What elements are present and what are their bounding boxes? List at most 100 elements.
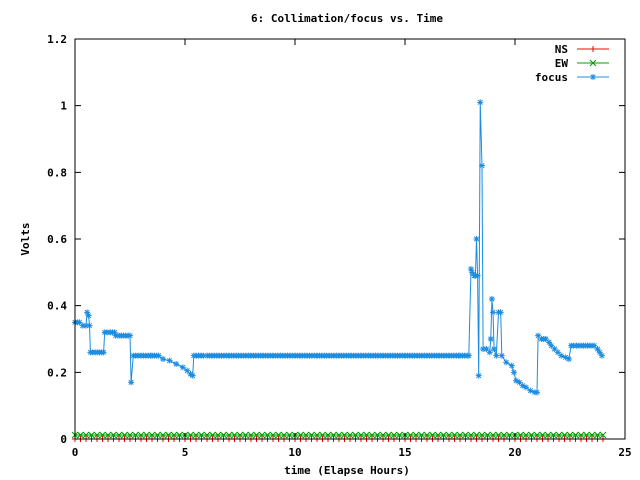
legend-marker-ns: [590, 46, 596, 52]
data-point-ew-84: [533, 431, 541, 439]
data-point-ew-23: [198, 431, 205, 439]
data-point-focus-177: [493, 352, 500, 359]
data-point-focus-165: [473, 236, 480, 242]
legend-label-ew: EW: [555, 57, 569, 70]
data-point-focus-198: [554, 349, 561, 356]
data-point-ew-72: [467, 431, 475, 439]
data-point-ew-92: [577, 431, 585, 439]
data-point-ew-2: [82, 431, 90, 439]
x-tick-label-1: 5: [182, 446, 189, 459]
data-point-focus-19: [111, 329, 118, 336]
data-point-ew-33: [253, 431, 260, 439]
data-point-focus-42: [173, 361, 180, 367]
data-point-focus-190: [534, 389, 540, 396]
data-point-ew-35: [264, 431, 271, 439]
data-point-ew-1: [77, 431, 84, 439]
data-point-focus-160: [465, 352, 472, 359]
data-point-ew-12: [137, 431, 145, 439]
data-point-ew-32: [247, 431, 255, 439]
data-point-focus-197: [551, 346, 558, 352]
data-point-focus-194: [542, 336, 549, 342]
data-point-focus-188: [527, 387, 534, 394]
data-point-focus-2: [76, 319, 83, 326]
data-point-ew-85: [539, 431, 546, 439]
data-point-ew-53: [363, 431, 370, 439]
data-point-focus-51: [200, 352, 207, 359]
data-point-ew-82: [522, 431, 530, 439]
data-point-ew-75: [484, 431, 491, 439]
data-point-focus-161: [468, 266, 474, 272]
data-point-ew-36: [269, 431, 277, 439]
data-point-focus-162: [469, 269, 476, 276]
data-point-focus-166: [474, 272, 481, 279]
data-point-ew-22: [192, 431, 200, 439]
data-point-ew-43: [308, 431, 315, 439]
data-point-ew-50: [346, 431, 354, 439]
data-point-ew-45: [319, 431, 326, 439]
data-point-ew-25: [209, 431, 216, 439]
data-point-focus-170: [480, 346, 487, 352]
data-point-ew-79: [506, 431, 513, 439]
data-point-ew-11: [132, 431, 139, 439]
x-tick-label-5: 25: [618, 446, 631, 459]
data-point-ew-65: [429, 431, 436, 439]
data-point-ew-54: [368, 431, 376, 439]
data-point-focus-176: [491, 346, 498, 352]
data-point-ew-4: [93, 431, 101, 439]
data-point-ew-86: [544, 431, 552, 439]
data-point-ew-31: [242, 431, 249, 439]
data-point-focus-6: [85, 312, 92, 319]
data-point-focus-215: [598, 352, 605, 359]
data-point-focus-41: [166, 357, 173, 364]
data-point-ew-93: [583, 431, 590, 439]
data-point-ew-91: [572, 431, 579, 439]
data-point-focus-214: [596, 349, 603, 356]
data-point-ew-73: [473, 431, 480, 439]
data-point-focus-173: [487, 336, 494, 342]
data-point-focus-195: [546, 339, 553, 346]
data-point-focus-180: [498, 352, 505, 359]
data-point-ew-27: [220, 431, 227, 439]
data-point-ew-96: [599, 431, 607, 439]
data-point-focus-46: [189, 372, 196, 379]
data-point-ew-13: [143, 431, 150, 439]
data-point-ew-47: [330, 431, 337, 439]
data-point-ew-39: [286, 431, 293, 439]
x-tick-label-3: 15: [398, 446, 411, 459]
data-point-ew-89: [561, 431, 568, 439]
data-point-focus-169: [479, 162, 485, 169]
data-point-ew-94: [588, 431, 596, 439]
data-point-focus-167: [475, 372, 482, 379]
data-point-focus-181: [503, 359, 510, 366]
data-point-focus-26: [127, 332, 133, 339]
data-point-ew-15: [154, 431, 161, 439]
data-point-focus-14: [100, 349, 107, 356]
y-tick-label-2: 0.4: [47, 300, 67, 313]
x-axis-label: time (Elapse Hours): [284, 464, 410, 477]
legend-marker-focus: [590, 74, 596, 80]
series-focus: [72, 99, 605, 396]
data-point-focus-5: [84, 309, 91, 316]
data-point-focus-20: [112, 332, 119, 339]
chart-title: 6: Collimation/focus vs. Time: [251, 12, 443, 25]
data-point-focus-196: [548, 342, 555, 349]
data-point-focus-212: [591, 342, 598, 349]
data-point-ew-74: [478, 431, 486, 439]
data-point-focus-16: [104, 329, 111, 336]
data-point-ew-87: [550, 431, 557, 439]
data-point-focus-43: [179, 364, 186, 371]
y-tick-label-4: 0.8: [47, 166, 67, 179]
data-point-focus-184: [513, 377, 520, 384]
data-point-ew-49: [341, 431, 348, 439]
data-point-ew-56: [379, 431, 387, 439]
data-point-ew-8: [115, 431, 123, 439]
data-point-ew-44: [313, 431, 321, 439]
data-point-focus-7: [86, 322, 93, 329]
data-point-focus-191: [535, 332, 542, 339]
data-point-ew-57: [385, 431, 392, 439]
data-point-focus-213: [594, 346, 601, 352]
series-line-focus: [75, 102, 603, 393]
data-point-focus-27: [128, 379, 135, 386]
data-point-focus-186: [519, 382, 526, 389]
data-point-ew-6: [104, 431, 112, 439]
